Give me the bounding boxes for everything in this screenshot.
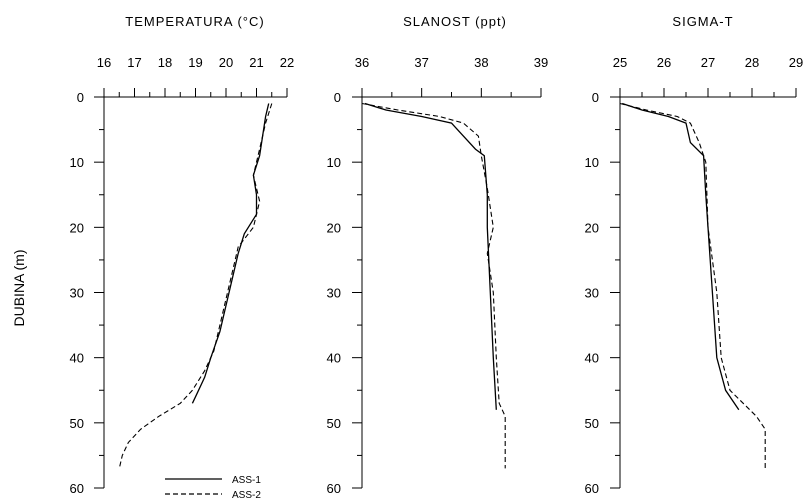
x-tick-label: 28 [745, 55, 759, 70]
x-tick-label: 22 [280, 55, 294, 70]
x-tick-label: 29 [789, 55, 803, 70]
y-tick-label: 40 [327, 351, 341, 366]
y-tick-label: 20 [70, 220, 84, 235]
y-tick-label: 40 [585, 351, 599, 366]
y-tick-label: 20 [327, 220, 341, 235]
chart-panel-1: TEMPERATURA (°C) 16 17 18 19 20 21 22 0 10 20 30 40 5… [70, 14, 295, 501]
chart-panel-3: SIGMA-T 25 26 27 28 29 0 10 20 30 40 50 60 [585, 14, 804, 496]
y-tick-label: 60 [327, 481, 341, 496]
chart-panel-2: SLANOST (ppt) 36 37 38 39 0 10 20 30 40 50 60 [327, 14, 549, 496]
y-tick-label: 30 [70, 286, 84, 301]
y-tick-label: 0 [592, 90, 599, 105]
x-tick-label: 16 [97, 55, 111, 70]
y-tick-label: 0 [77, 90, 84, 105]
y-tick-label: 30 [585, 286, 599, 301]
legend-label: ASS-2 [232, 490, 261, 499]
series-line-ass-1 [364, 102, 497, 410]
series-line-ass-2 [118, 103, 273, 469]
y-tick-label: 50 [70, 416, 84, 431]
x-tick-label: 37 [414, 55, 428, 70]
y-tick-label: 50 [327, 416, 341, 431]
x-tick-label: 25 [613, 55, 627, 70]
x-tick-label: 36 [355, 55, 369, 70]
x-tick-label: 38 [474, 55, 488, 70]
y-tick-label: 30 [327, 286, 341, 301]
y-tick-label: 40 [70, 351, 84, 366]
x-tick-label: 18 [158, 55, 172, 70]
series-line-ass-2 [619, 102, 766, 469]
x-tick-label: 39 [534, 55, 548, 70]
x-tick-label: 17 [127, 55, 141, 70]
y-tick-label: 10 [327, 155, 341, 170]
legend: ASS-1 ASS-2 [165, 475, 261, 501]
x-tick-label: 20 [219, 55, 233, 70]
x-tick-label: 27 [701, 55, 715, 70]
y-tick-label: 0 [334, 90, 341, 105]
y-tick-label: 60 [585, 481, 599, 496]
chart-title: SLANOST (ppt) [403, 14, 507, 29]
legend-label: ASS-1 [232, 475, 261, 486]
y-tick-label: 20 [585, 220, 599, 235]
series-line-ass-1 [191, 103, 270, 404]
series-line-ass-2 [361, 102, 506, 469]
y-tick-label: 10 [70, 155, 84, 170]
chart-title: SIGMA-T [672, 14, 733, 29]
series-line-ass-1 [621, 102, 740, 411]
y-axis-label: DUBINA (m) [11, 250, 27, 327]
y-tick-label: 50 [585, 416, 599, 431]
chart-title: TEMPERATURA (°C) [125, 14, 264, 29]
x-tick-label: 26 [657, 55, 671, 70]
y-tick-label: 10 [585, 155, 599, 170]
y-tick-label: 60 [70, 481, 84, 496]
x-tick-label: 19 [188, 55, 202, 70]
x-tick-label: 21 [249, 55, 263, 70]
